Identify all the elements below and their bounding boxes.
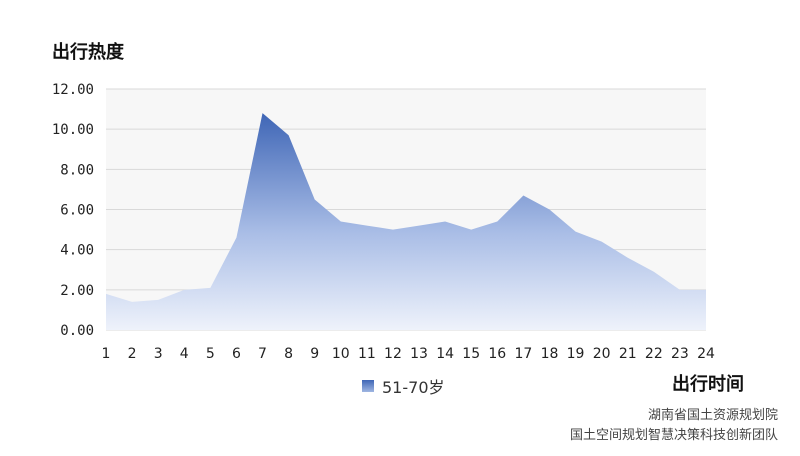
x-tick-label: 8	[284, 346, 293, 362]
y-tick-label: 4.00	[60, 243, 94, 259]
x-tick-label: 12	[384, 346, 402, 362]
x-tick-label: 11	[358, 346, 376, 362]
x-tick-label: 15	[462, 346, 480, 362]
x-tick-label: 23	[671, 346, 689, 362]
x-axis-title: 出行时间	[672, 374, 744, 395]
credit-team: 国土空间规划智慧决策科技创新团队	[569, 428, 778, 443]
x-tick-label: 9	[310, 346, 319, 362]
y-tick-label: 0.00	[60, 323, 94, 339]
x-tick-label: 19	[567, 346, 585, 362]
x-tick-label: 21	[619, 346, 637, 362]
x-tick-label: 2	[128, 346, 137, 362]
x-tick-label: 6	[232, 346, 241, 362]
y-tick-label: 2.00	[60, 283, 94, 299]
x-tick-label: 4	[180, 346, 189, 362]
y-tick-label: 8.00	[60, 162, 94, 178]
y-tick-label: 12.00	[52, 82, 94, 98]
y-tick-label: 6.00	[60, 203, 94, 219]
x-tick-label: 10	[332, 346, 350, 362]
series-area-51-70	[106, 113, 706, 330]
x-tick-label: 13	[410, 346, 428, 362]
y-tick-label: 10.00	[52, 122, 94, 138]
x-tick-label: 17	[514, 346, 532, 362]
x-tick-label: 24	[697, 346, 715, 362]
x-tick-label: 1	[102, 346, 111, 362]
y-axis-title: 出行热度	[52, 42, 124, 63]
x-tick-label: 5	[206, 346, 215, 362]
x-tick-label: 3	[154, 346, 163, 362]
x-tick-label: 14	[436, 346, 454, 362]
x-tick-label: 18	[541, 346, 559, 362]
x-tick-label: 16	[488, 346, 506, 362]
x-tick-label: 22	[645, 346, 663, 362]
x-tick-label: 20	[593, 346, 611, 362]
credit-organization: 湖南省国土资源规划院	[647, 408, 778, 423]
legend-label: 51-70岁	[382, 378, 445, 397]
x-tick-label: 7	[258, 346, 267, 362]
legend-swatch	[362, 380, 374, 392]
legend: 51-70岁	[362, 374, 445, 398]
